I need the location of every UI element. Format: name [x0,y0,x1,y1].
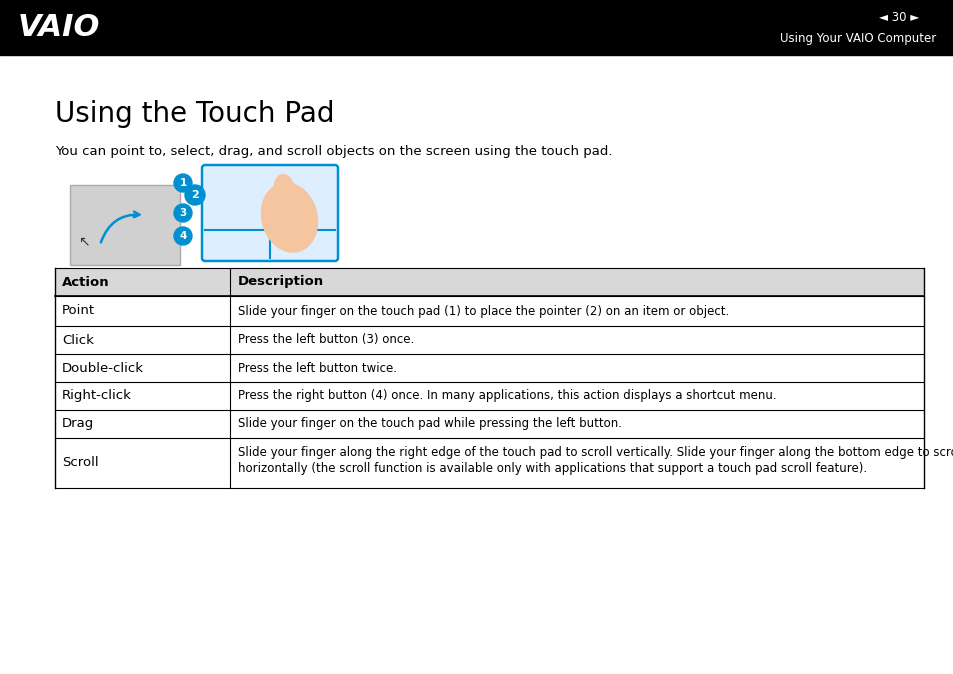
Text: Description: Description [237,276,324,288]
Bar [55,268,923,296]
Ellipse shape [261,183,317,252]
Bar [55,354,923,382]
Text: ◄ 30 ►: ◄ 30 ► [878,11,918,24]
Text: 3: 3 [179,208,187,218]
Circle shape [173,204,192,222]
Bar [70,185,180,265]
Bar [55,296,923,326]
Text: Action: Action [62,276,110,288]
Text: Using the Touch Pad: Using the Touch Pad [55,100,335,128]
Text: Press the left button twice.: Press the left button twice. [237,361,396,375]
Text: 2: 2 [191,190,198,200]
Text: Slide your finger on the touch pad (1) to place the pointer (2) on an item or ob: Slide your finger on the touch pad (1) t… [237,305,728,317]
Text: Right-click: Right-click [62,390,132,402]
Text: Scroll: Scroll [62,456,98,470]
Bar [55,438,923,488]
Text: Double-click: Double-click [62,361,144,375]
Circle shape [173,227,192,245]
Ellipse shape [274,175,294,204]
Text: Using Your VAIO Computer: Using Your VAIO Computer [779,32,935,45]
Text: Press the right button (4) once. In many applications, this action displays a sh: Press the right button (4) once. In many… [237,390,776,402]
Bar [55,382,923,410]
Text: 4: 4 [179,231,187,241]
Text: Point: Point [62,305,95,317]
Text: Slide your finger on the touch pad while pressing the left button.: Slide your finger on the touch pad while… [237,417,621,431]
Bar [55,326,923,354]
Text: Slide your finger along the right edge of the touch pad to scroll vertically. Sl: Slide your finger along the right edge o… [237,446,953,459]
Bar [0,0,953,55]
Text: VAIO: VAIO [18,13,100,42]
Text: ↖: ↖ [78,234,90,248]
Text: Click: Click [62,334,93,346]
Bar [55,410,923,438]
Text: You can point to, select, drag, and scroll objects on the screen using the touch: You can point to, select, drag, and scro… [55,145,612,158]
Circle shape [173,174,192,192]
FancyBboxPatch shape [202,165,337,261]
Text: Drag: Drag [62,417,94,431]
Text: 1: 1 [179,178,187,188]
Text: horizontally (the scroll function is available only with applications that suppo: horizontally (the scroll function is ava… [237,462,866,475]
Text: Press the left button (3) once.: Press the left button (3) once. [237,334,414,346]
Circle shape [185,185,205,205]
